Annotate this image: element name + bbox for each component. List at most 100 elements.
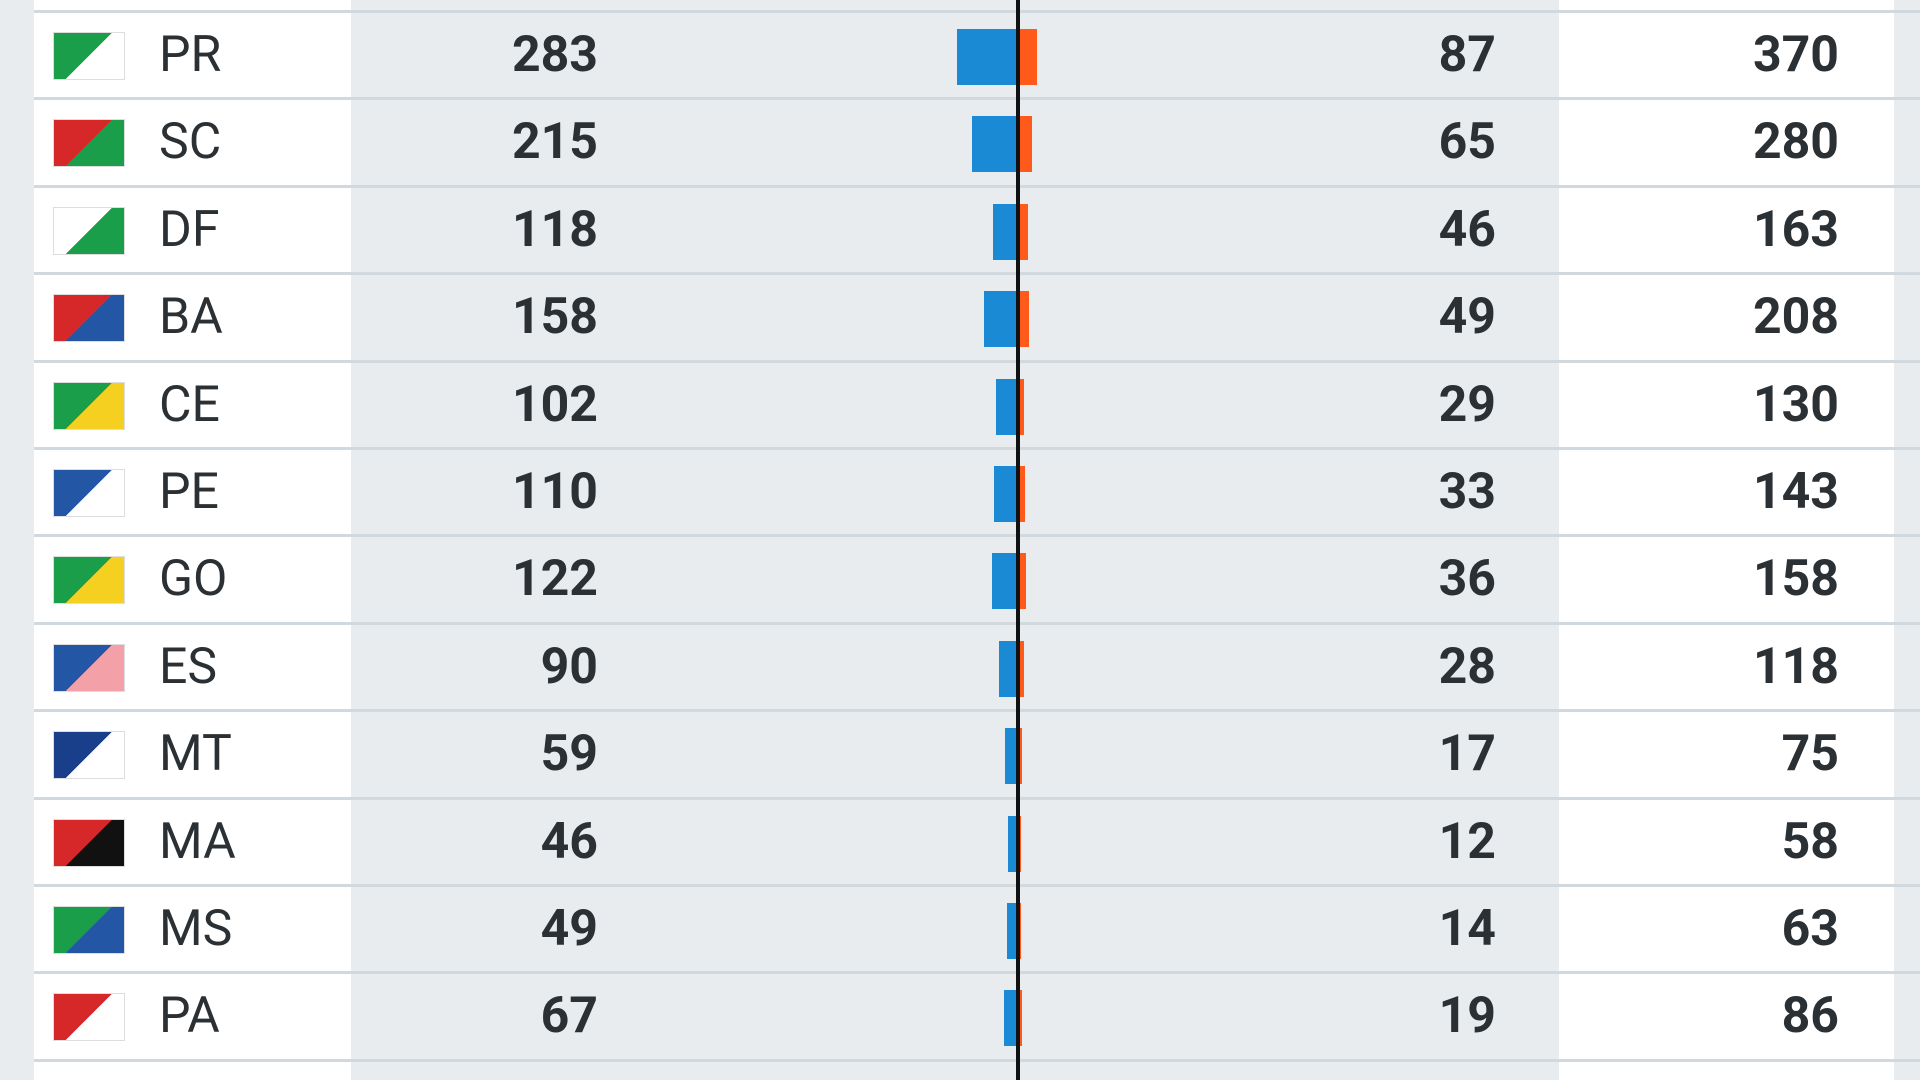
- total-value: 75: [1781, 725, 1839, 784]
- row-divider: [34, 709, 1920, 713]
- left-bar: [996, 378, 1018, 435]
- left-value: 59: [540, 725, 598, 784]
- right-bar: [1018, 203, 1028, 260]
- right-bar: [1018, 378, 1025, 435]
- table-row: SC 215 65 280: [0, 99, 1920, 186]
- left-bar: [1005, 728, 1018, 785]
- table-row: MS 49 14 63: [0, 886, 1920, 973]
- table-row: DF 118 46 163: [0, 187, 1920, 274]
- right-value: 19: [1438, 987, 1496, 1046]
- state-flag: [54, 994, 124, 1041]
- state-flag: [54, 295, 124, 342]
- state-flag: [54, 33, 124, 79]
- center-axis: [1016, 0, 1020, 1080]
- row-divider: [34, 97, 1920, 101]
- state-code: MS: [159, 900, 233, 958]
- right-value: 46: [1438, 200, 1496, 259]
- left-value: 67: [540, 987, 598, 1046]
- state-code: MT: [159, 725, 232, 784]
- table-row: PE 110 33 143: [0, 449, 1920, 536]
- row-divider: [34, 971, 1920, 975]
- total-value: 143: [1752, 463, 1839, 521]
- left-bar: [971, 116, 1018, 173]
- row-divider: [34, 884, 1920, 887]
- right-bar: [1018, 116, 1032, 173]
- right-value: 29: [1438, 375, 1496, 434]
- total-value: 63: [1781, 900, 1839, 958]
- state-flag: [54, 470, 124, 516]
- state-code: CE: [159, 375, 220, 434]
- left-value: 102: [511, 375, 598, 434]
- right-value: 87: [1438, 26, 1496, 84]
- left-bar: [1008, 815, 1018, 872]
- total-value: 130: [1752, 375, 1839, 434]
- right-value: 49: [1438, 288, 1496, 347]
- left-bar: [992, 203, 1018, 260]
- total-value: 370: [1752, 26, 1839, 84]
- table-row: MT 59 17 75: [0, 711, 1920, 798]
- state-code: PR: [159, 26, 222, 84]
- left-bar: [984, 291, 1018, 348]
- state-flag: [54, 644, 124, 691]
- row-divider: [34, 621, 1920, 625]
- left-panel: [34, 0, 351, 1080]
- state-code: PA: [159, 987, 220, 1046]
- right-value: 28: [1438, 637, 1496, 696]
- left-bar: [1007, 903, 1018, 959]
- state-flag: [54, 557, 124, 604]
- left-value: 158: [511, 288, 598, 347]
- left-value: 283: [511, 26, 598, 84]
- right-value: 33: [1438, 463, 1496, 521]
- right-value: 17: [1438, 725, 1496, 784]
- state-flag: [54, 819, 124, 866]
- left-value: 49: [540, 900, 598, 958]
- left-value: 46: [540, 812, 598, 871]
- left-bar: [991, 553, 1018, 610]
- right-bar: [1018, 466, 1026, 522]
- state-flag: [54, 907, 124, 953]
- row-divider: [34, 272, 1920, 276]
- left-bar: [1003, 990, 1018, 1047]
- left-value: 118: [511, 200, 598, 259]
- right-value: 36: [1438, 550, 1496, 609]
- right-bar: [1018, 640, 1025, 697]
- total-value: 118: [1752, 637, 1839, 696]
- table-row: CE 102 29 130: [0, 362, 1920, 449]
- left-value: 110: [511, 463, 598, 521]
- state-code: PE: [159, 463, 219, 521]
- state-code: ES: [159, 637, 218, 696]
- table-row: MA 46 12 58: [0, 799, 1920, 886]
- left-bar: [957, 29, 1018, 85]
- total-value: 163: [1752, 200, 1839, 259]
- state-code: SC: [159, 113, 222, 172]
- row-divider: [34, 184, 1920, 188]
- state-flag: [54, 207, 124, 254]
- state-code: MA: [159, 812, 236, 871]
- state-flag: [54, 120, 124, 167]
- left-bar: [994, 466, 1018, 522]
- row-divider: [34, 359, 1920, 363]
- state-code: BA: [159, 288, 223, 347]
- total-value: 280: [1752, 113, 1839, 172]
- total-value: 158: [1752, 550, 1839, 609]
- right-bar: [1018, 291, 1029, 348]
- total-value: 86: [1781, 987, 1839, 1046]
- row-divider: [34, 10, 1920, 13]
- state-code: DF: [159, 200, 220, 259]
- row-divider: [34, 534, 1920, 538]
- row-divider: [34, 1058, 1920, 1062]
- left-value: 90: [540, 637, 598, 696]
- right-bar: [1018, 990, 1023, 1047]
- total-value: 58: [1781, 812, 1839, 871]
- table-row: BA 158 49 208: [0, 274, 1920, 361]
- table-row: PR 283 87 370: [0, 12, 1920, 99]
- right-bar: [1018, 553, 1026, 610]
- right-value: 14: [1438, 900, 1496, 958]
- row-divider: [34, 447, 1920, 450]
- right-bar: [1018, 29, 1037, 85]
- right-value: 65: [1438, 113, 1496, 172]
- table-row: PA 67 19 86: [0, 973, 1920, 1060]
- row-divider: [34, 796, 1920, 800]
- left-bar: [998, 640, 1018, 697]
